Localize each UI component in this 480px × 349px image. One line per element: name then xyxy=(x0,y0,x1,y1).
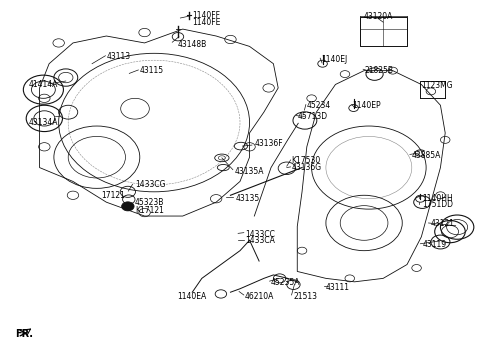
Text: 43119: 43119 xyxy=(422,240,446,249)
Text: 43113: 43113 xyxy=(107,52,131,61)
Circle shape xyxy=(121,202,134,211)
Text: 1123MG: 1123MG xyxy=(421,81,453,90)
Text: 46210A: 46210A xyxy=(245,292,274,301)
Text: 1140EA: 1140EA xyxy=(177,292,206,301)
Text: 1433CC: 1433CC xyxy=(245,230,275,239)
Text: 1433CA: 1433CA xyxy=(245,237,275,245)
Text: 43134A: 43134A xyxy=(29,118,59,127)
Text: 43136G: 43136G xyxy=(291,163,322,172)
Text: 43136F: 43136F xyxy=(254,139,283,148)
Text: 1433CG: 1433CG xyxy=(135,180,166,190)
Text: 43111: 43111 xyxy=(326,283,350,291)
Text: 43885A: 43885A xyxy=(412,151,441,160)
Text: 1140FE: 1140FE xyxy=(192,18,221,27)
Text: 1140HH: 1140HH xyxy=(422,194,453,202)
Bar xyxy=(360,17,407,46)
Text: 21513: 21513 xyxy=(293,292,317,301)
Text: 1140EJ: 1140EJ xyxy=(321,55,348,64)
Text: 43120A: 43120A xyxy=(364,13,394,22)
Text: 45713D: 45713D xyxy=(297,112,327,121)
Text: 45323B: 45323B xyxy=(135,198,164,207)
Text: K17121: K17121 xyxy=(135,206,164,215)
Text: 45235A: 45235A xyxy=(271,278,300,287)
Text: 1140FF: 1140FF xyxy=(192,12,220,21)
Text: 21825B: 21825B xyxy=(364,66,393,75)
Text: K17530: K17530 xyxy=(291,156,321,165)
Text: 43148B: 43148B xyxy=(178,40,207,49)
Text: 43121: 43121 xyxy=(431,219,455,228)
Text: 1140EP: 1140EP xyxy=(353,101,381,110)
Text: 17121: 17121 xyxy=(102,192,125,200)
Text: 41414A: 41414A xyxy=(29,80,59,89)
Text: 43135A: 43135A xyxy=(234,166,264,176)
Text: 45234: 45234 xyxy=(307,101,331,110)
Text: 43115: 43115 xyxy=(140,66,164,75)
Text: FR.: FR. xyxy=(15,329,33,340)
Text: 1751DD: 1751DD xyxy=(422,200,453,209)
Text: 43135: 43135 xyxy=(235,194,260,202)
